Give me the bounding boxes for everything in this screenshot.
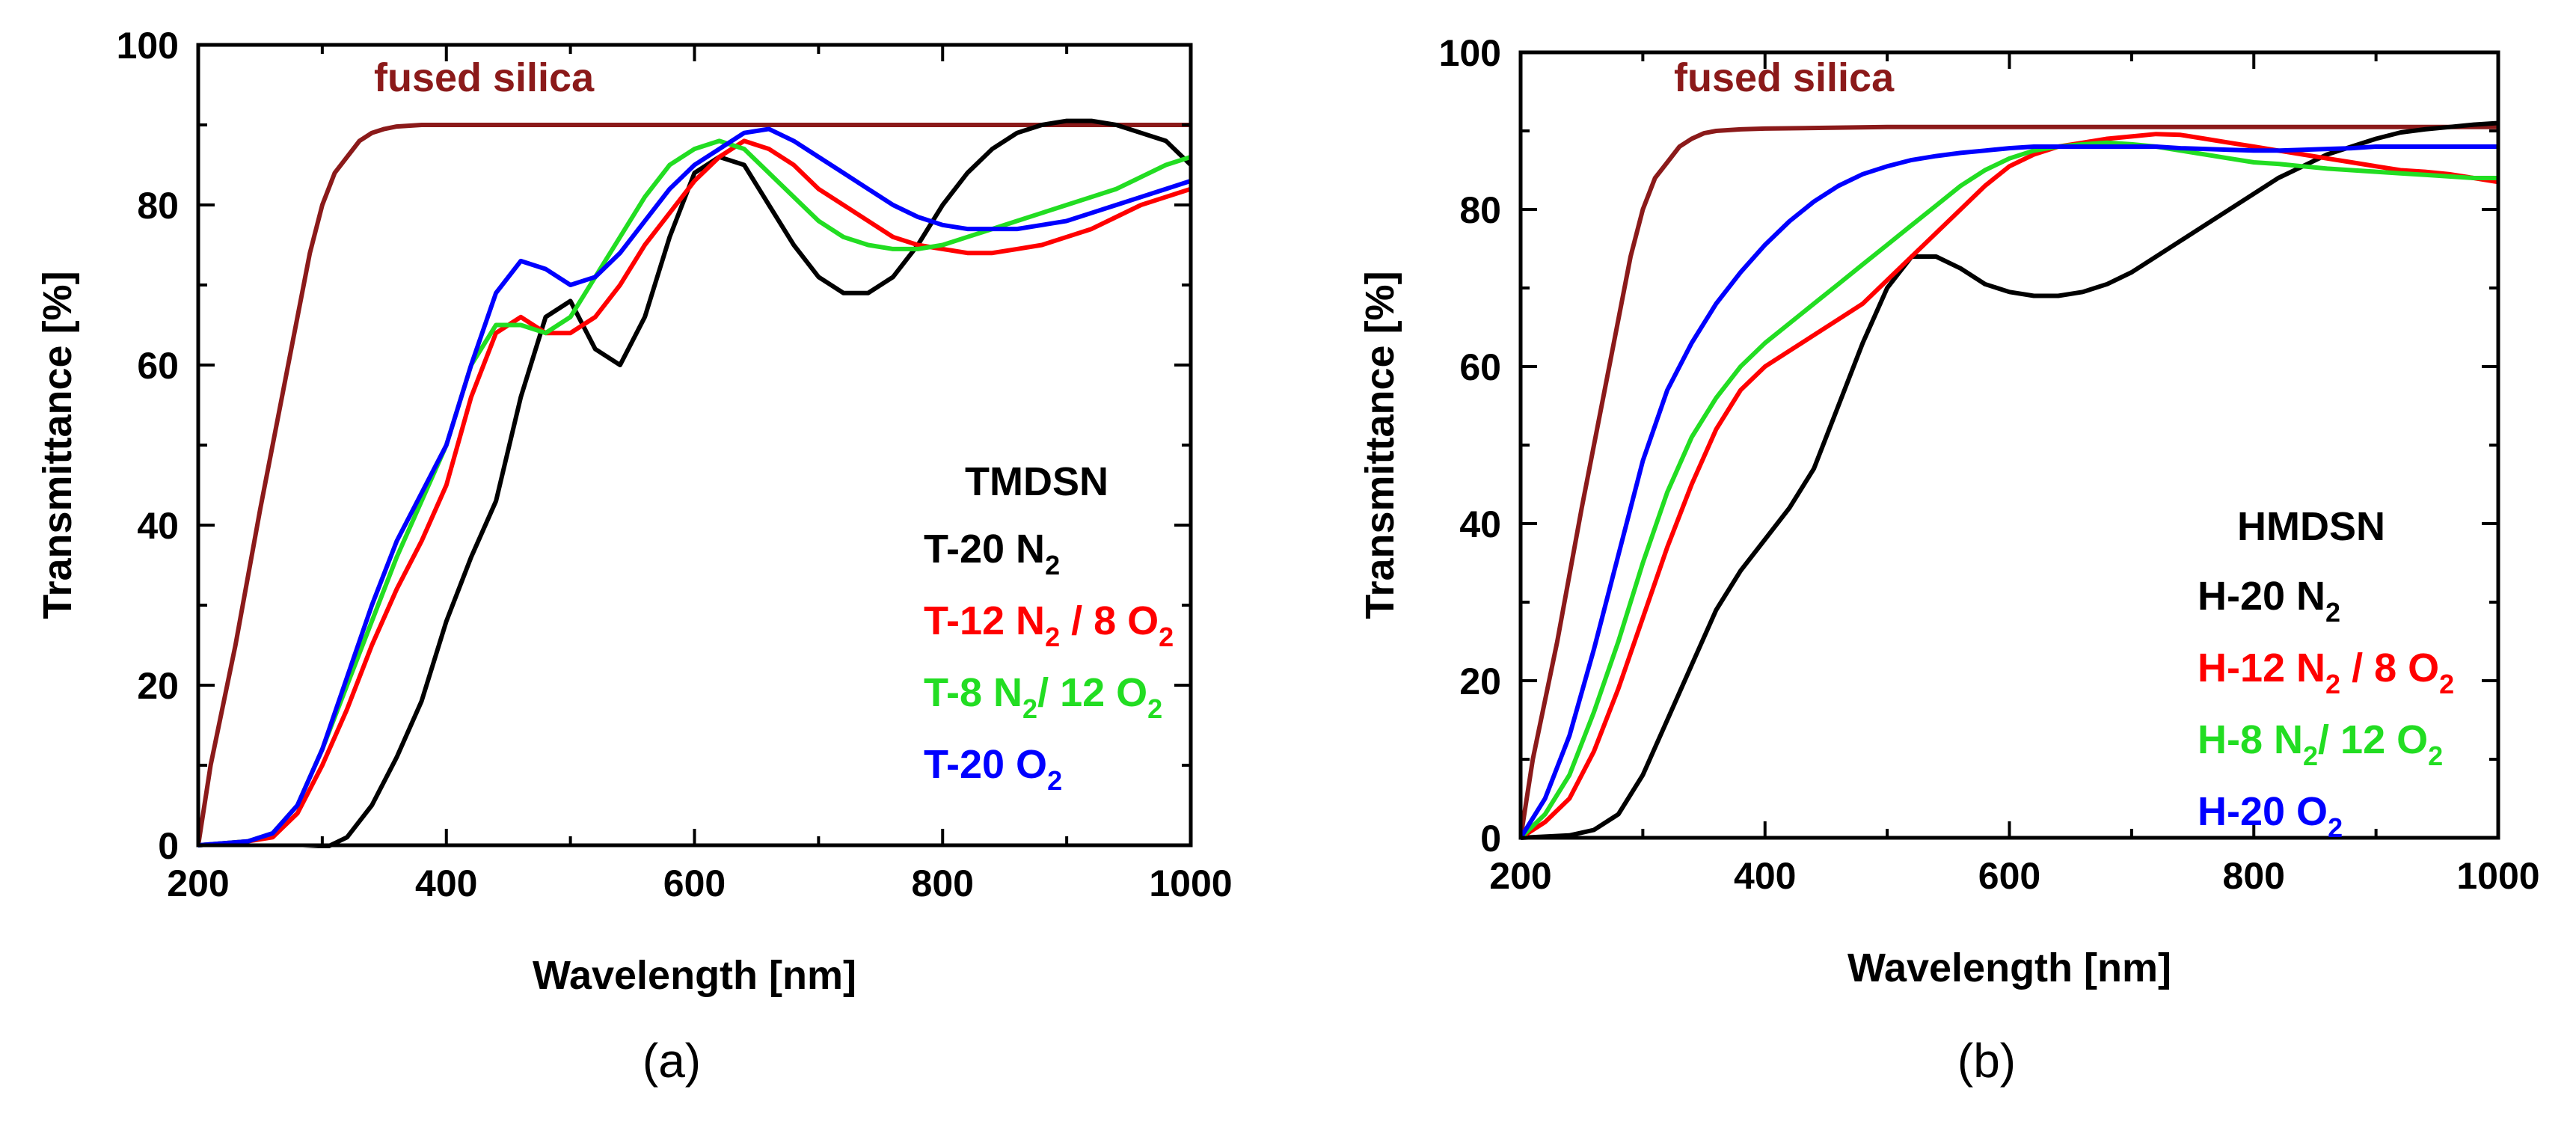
series-h-8-n2-12-o2 <box>1521 140 2498 840</box>
legend-entry: H-20 O2 <box>2198 789 2343 843</box>
x-axis-title: Wavelength [nm] <box>533 953 856 998</box>
y-tick-label: 60 <box>1459 346 1501 388</box>
series-fused-silica <box>1521 124 2498 840</box>
legend-entry: H-8 N2/ 12 O2 <box>2198 717 2443 771</box>
legend-entry: T-20 N2 <box>924 527 1060 580</box>
legend-entry: T-20 O2 <box>924 742 1062 796</box>
series-fused-silica <box>198 123 1191 848</box>
y-tick-label: 80 <box>137 185 179 227</box>
y-tick-label: 60 <box>137 345 179 387</box>
x-tick-label: 200 <box>1489 855 1551 897</box>
y-axis-title: Transmittance [%] <box>35 271 80 619</box>
series-h-12-n2-8-o2 <box>1521 132 2498 840</box>
series-t-20-o2 <box>198 126 1191 848</box>
series-t-20-n2 <box>302 118 1191 848</box>
curves <box>1521 120 2498 840</box>
legend-title: TMDSN <box>965 459 1108 504</box>
y-tick-label: 40 <box>137 505 179 547</box>
series-h-20-o2 <box>1521 144 2498 840</box>
fused-silica-annotation: fused silica <box>1674 55 1895 100</box>
x-tick-label: 800 <box>2223 855 2285 897</box>
curves <box>198 118 1191 848</box>
series-t-12-n2-8-o2 <box>198 138 1191 848</box>
y-tick-label: 100 <box>117 25 179 67</box>
y-tick-label: 100 <box>1439 32 1501 74</box>
x-tick-label: 600 <box>663 862 726 904</box>
legend-entry: H-20 N2 <box>2198 574 2340 628</box>
x-tick-label: 1000 <box>1149 862 1232 904</box>
x-tick-label: 200 <box>167 862 229 904</box>
y-tick-label: 20 <box>1459 661 1501 702</box>
x-tick-label: 800 <box>912 862 974 904</box>
x-tick-label: 1000 <box>2456 855 2539 897</box>
y-axis-title: Transmittance [%] <box>1358 271 1402 619</box>
legend-entry: T-12 N2 / 8 O2 <box>924 598 1174 652</box>
panel-a: 200 400 600 800 1000 0 20 40 60 80 100 Wavelength [… <box>35 25 1233 1088</box>
x-tick-label: 400 <box>415 862 477 904</box>
legend-entry: T-8 N2/ 12 O2 <box>924 670 1162 724</box>
panel-label: (b) <box>1957 1034 2016 1088</box>
fused-silica-annotation: fused silica <box>374 55 595 100</box>
y-tick-label: 0 <box>1480 818 1501 859</box>
legend-entry: H-12 N2 / 8 O2 <box>2198 646 2454 699</box>
series-t-8-n2-12-o2 <box>198 138 1191 848</box>
x-axis-title: Wavelength [nm] <box>1847 946 2171 990</box>
legend: TMDSN T-20 N2 T-12 N2 / 8 O2 T-8 N2/ 12 O2 T… <box>924 459 1174 796</box>
legend-title: HMDSN <box>2237 504 2385 549</box>
x-tick-label: 600 <box>1978 855 2040 897</box>
y-tick-label: 0 <box>158 825 179 867</box>
panel-label: (a) <box>643 1034 701 1088</box>
y-tick-label: 40 <box>1459 503 1501 545</box>
y-tick-label: 20 <box>137 665 179 707</box>
legend: HMDSN H-20 N2 H-12 N2 / 8 O2 H-8 N2/ 12 O2 H… <box>2198 504 2454 843</box>
x-tick-label: 400 <box>1734 855 1796 897</box>
panel-b: 200 400 600 800 1000 0 20 40 60 80 100 Wavelength [… <box>1358 32 2540 1088</box>
y-tick-label: 80 <box>1459 189 1501 231</box>
